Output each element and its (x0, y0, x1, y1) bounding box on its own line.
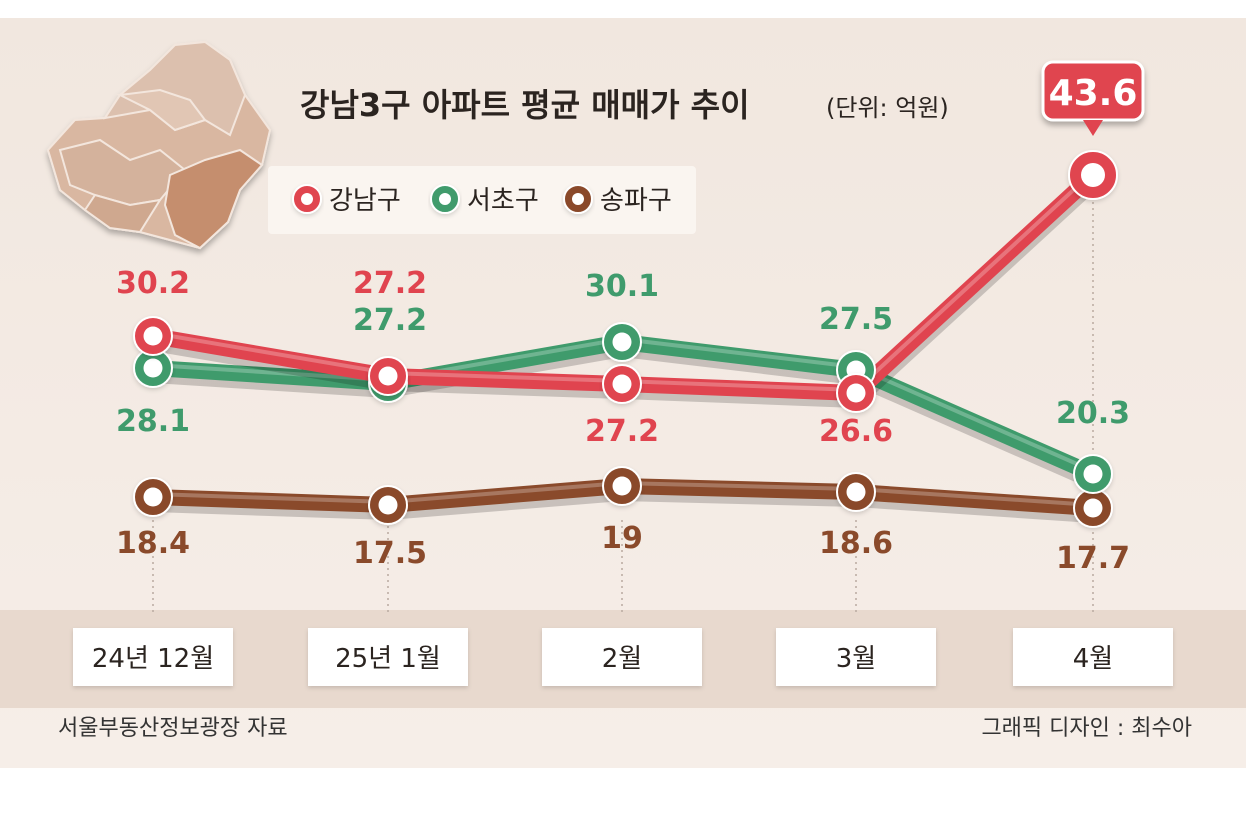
data-point (1073, 488, 1113, 528)
legend-label: 송파구 (600, 186, 672, 216)
data-label: 27.2 (353, 266, 427, 301)
x-tick: 24년 12월 (73, 628, 233, 686)
data-label: 30.1 (585, 269, 659, 304)
data-label: 27.5 (819, 302, 893, 337)
data-point (602, 322, 642, 362)
legend-item: 강남구 (292, 184, 401, 216)
legend-box (268, 166, 696, 234)
data-point (836, 472, 876, 512)
legend-item: 서초구 (430, 184, 539, 216)
x-tick: 3월 (776, 628, 936, 686)
x-tick-label: 24년 12월 (92, 644, 214, 674)
data-point (602, 466, 642, 506)
data-point (368, 485, 408, 525)
data-label: 26.6 (819, 414, 893, 449)
data-label: 17.7 (1056, 541, 1130, 576)
legend-label: 강남구 (329, 186, 401, 216)
peak-callout: 43.6 (1041, 60, 1145, 136)
data-label: 28.1 (116, 404, 190, 439)
legend-item: 송파구 (563, 184, 672, 216)
legend: 강남구 서초구 송파구 (292, 184, 672, 216)
x-tick-box (776, 628, 936, 686)
data-point (133, 316, 173, 356)
x-guides (152, 190, 1094, 612)
legend-marker (563, 184, 593, 214)
x-tick-label: 2월 (602, 644, 642, 674)
x-tick-box (1013, 628, 1173, 686)
data-point (368, 356, 408, 396)
data-label: 18.6 (819, 526, 893, 561)
credit-note: 그래픽 디자인 : 최수아 (981, 716, 1192, 741)
data-labels: 30.2 27.227.2 26.628.127.230.127.520.318.4… (116, 266, 1130, 576)
series-points (133, 150, 1118, 528)
data-point (1073, 454, 1113, 494)
legend-marker (292, 184, 322, 214)
data-point (133, 477, 173, 517)
x-tick: 2월 (542, 628, 702, 686)
data-label: 27.2 (353, 303, 427, 338)
data-label: 19 (601, 521, 643, 556)
callout-pointer (1083, 120, 1103, 136)
seoul-district-map-icon (46, 40, 272, 250)
source-note: 서울부동산정보광장 자료 (58, 716, 288, 741)
data-label: 27.2 (585, 414, 659, 449)
x-tick-box (542, 628, 702, 686)
data-label: 30.2 (116, 266, 190, 301)
legend-label: 서초구 (467, 186, 539, 216)
data-point (1068, 150, 1118, 200)
x-tick: 25년 1월 (308, 628, 468, 686)
data-point (133, 348, 173, 388)
x-axis-ticks: 24년 12월 25년 1월 2월 3월 4월 (73, 628, 1173, 686)
chart-title: 강남3구 아파트 평균 매매가 추이 (300, 86, 750, 124)
data-point (836, 373, 876, 413)
x-tick-label: 4월 (1073, 644, 1113, 674)
x-tick: 4월 (1013, 628, 1173, 686)
x-tick-label: 3월 (836, 644, 876, 674)
data-label: 18.4 (116, 526, 190, 561)
legend-marker (430, 184, 460, 214)
callout-value: 43.6 (1049, 73, 1138, 114)
x-tick-box (73, 628, 233, 686)
data-point (602, 364, 642, 404)
data-label: 20.3 (1056, 396, 1130, 431)
x-tick-box (308, 628, 468, 686)
chart-unit: (단위: 억원) (826, 94, 949, 122)
x-tick-label: 25년 1월 (335, 644, 441, 674)
data-label: 17.5 (353, 536, 427, 571)
